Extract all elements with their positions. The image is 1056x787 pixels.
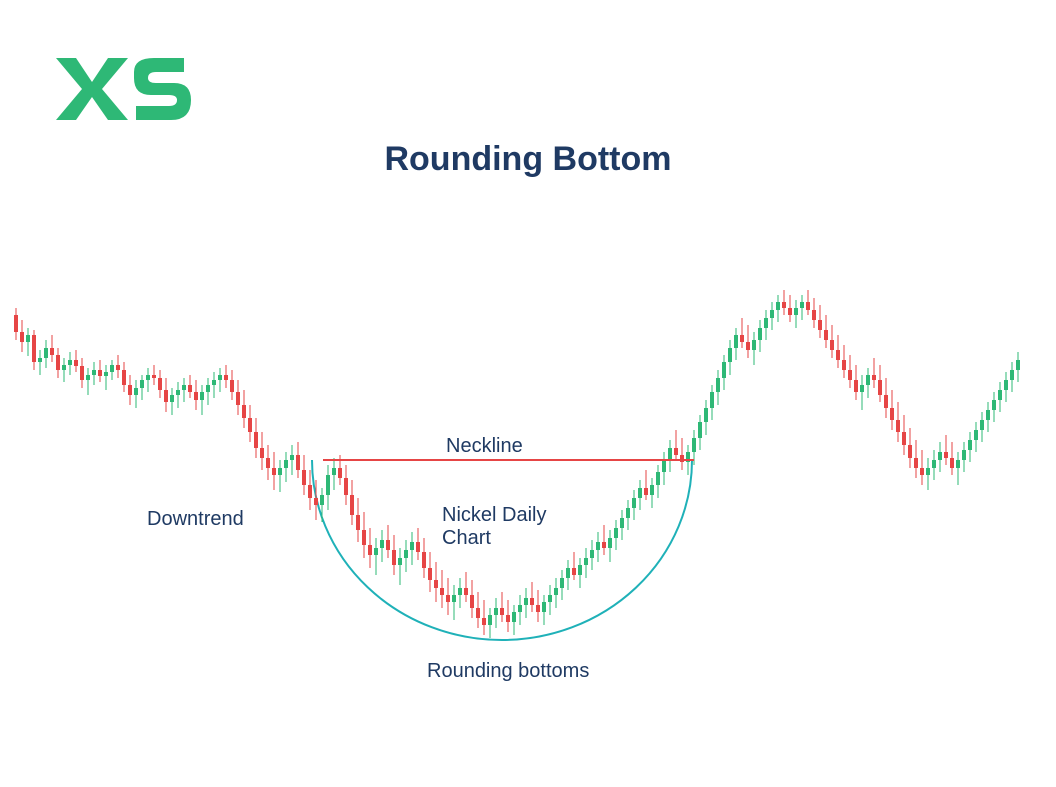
chart-svg [12,280,1044,680]
nickel-label-2: Chart [442,527,491,550]
xs-logo [56,50,191,133]
downtrend-label: Downtrend [147,508,244,531]
rounding-label: Rounding bottoms [427,660,589,683]
chart-title: Rounding Bottom [0,140,1056,179]
neckline-label: Neckline [446,435,523,458]
candlestick-chart: Neckline Downtrend Nickel Daily Chart Ro… [12,280,1044,680]
nickel-label-1: Nickel Daily [442,504,546,527]
